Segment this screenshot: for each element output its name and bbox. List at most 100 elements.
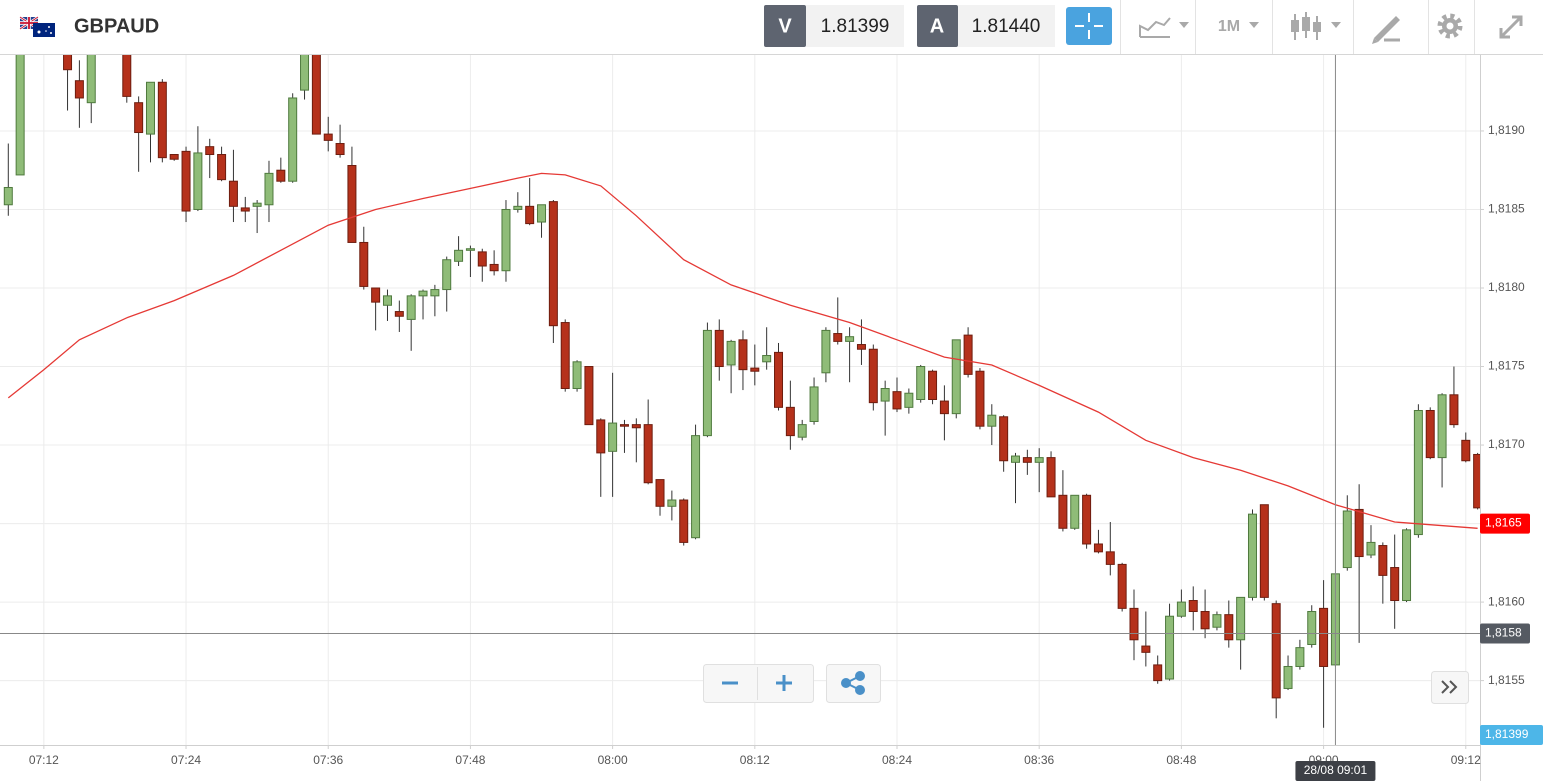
bid-box[interactable]	[806, 5, 904, 47]
candle-body	[1165, 615, 1175, 680]
zoom-controls	[703, 664, 1469, 704]
crosshair-button[interactable]	[1066, 7, 1112, 45]
candle-body	[252, 202, 262, 207]
plot	[3, 55, 1480, 728]
candle-body	[726, 340, 736, 366]
x-tick-label: 08:36	[1024, 753, 1054, 767]
x-tick-label: 07:48	[455, 753, 485, 767]
candle-body	[1105, 551, 1115, 565]
candle-body	[1046, 457, 1056, 498]
scroll-latest-button[interactable]	[1431, 671, 1469, 704]
candle-body	[1141, 645, 1151, 653]
candle-body	[134, 102, 144, 134]
candle-body	[1283, 665, 1293, 689]
candle-body	[1011, 455, 1021, 463]
candle-body	[1236, 596, 1246, 641]
candle-body	[1117, 563, 1127, 609]
candle-body	[169, 154, 179, 160]
candle-style-button[interactable]	[1291, 12, 1341, 40]
ask-box[interactable]	[958, 5, 1055, 47]
ask-label: A	[930, 15, 944, 37]
candle-body	[1473, 453, 1480, 509]
candle-body	[323, 133, 333, 141]
candle-body	[1188, 600, 1198, 613]
drawing-tools-button[interactable]	[1372, 16, 1400, 44]
candle-body	[86, 55, 96, 104]
candle-body	[892, 391, 902, 410]
candle-body	[774, 351, 784, 408]
candle-body	[1070, 494, 1080, 529]
candle-body	[608, 422, 618, 452]
candle-body	[904, 392, 914, 408]
ask-button[interactable]	[917, 5, 958, 47]
candle-body	[1354, 508, 1364, 558]
settings-button[interactable]	[1437, 13, 1463, 39]
x-tick-label: 08:12	[740, 753, 770, 767]
candle-body	[465, 248, 475, 251]
share-icon	[841, 671, 865, 695]
candle-body	[1200, 611, 1210, 630]
flag-icon	[19, 15, 55, 37]
candle-body	[785, 406, 795, 437]
axes: 1,8155 1,8160 1,8165 1,8170 1,8175 1,8180 1,81…	[0, 54, 1525, 781]
candle-body	[1022, 457, 1032, 463]
candle-body	[679, 499, 689, 543]
candle-body	[809, 386, 819, 422]
candle-body	[359, 241, 369, 287]
ma-price-label: 1,8165	[1485, 516, 1522, 530]
timeframe-button[interactable]: 1M	[1218, 18, 1259, 35]
candle-body	[537, 204, 547, 223]
candle-body	[1449, 394, 1459, 426]
x-tick-label: 08:48	[1166, 753, 1196, 767]
x-tick-label: 09:12	[1451, 753, 1481, 767]
candle-body	[1307, 611, 1317, 645]
x-tick-label: 07:36	[313, 753, 343, 767]
chart-type-button[interactable]	[1139, 17, 1189, 38]
candle-body	[394, 311, 404, 317]
crosshair-x-label-bg	[1295, 761, 1376, 781]
candle-body	[406, 295, 416, 320]
candle-body	[548, 201, 558, 327]
x-tick-label: 08:00	[598, 753, 628, 767]
candle-body	[1247, 513, 1257, 598]
candle-body	[181, 150, 191, 212]
fullscreen-button[interactable]	[1499, 15, 1523, 39]
candle-body	[300, 55, 310, 91]
candle-body	[501, 208, 511, 272]
symbol: GBPAUD	[74, 15, 159, 37]
candle-body	[63, 55, 73, 71]
candle-body	[738, 339, 748, 371]
candle-body	[240, 207, 250, 212]
ma-price-tag	[1480, 513, 1530, 534]
candle-body	[667, 499, 677, 507]
candle-body	[418, 290, 428, 297]
candle-body	[157, 81, 167, 159]
overlay: 28/08 09:01 1,8158 1,8165 1,81399	[0, 54, 1543, 781]
candle-body	[1319, 607, 1329, 667]
candle-body	[821, 329, 831, 374]
candle-body	[868, 348, 878, 404]
candle-body	[1271, 603, 1281, 699]
zoom-in-button[interactable]	[776, 675, 792, 691]
candle-body	[880, 388, 890, 402]
candle-body	[1390, 567, 1400, 602]
candle-body	[1366, 541, 1376, 556]
bid-button[interactable]	[764, 5, 806, 47]
candle-body	[856, 344, 866, 350]
candle-body	[1342, 510, 1352, 569]
candle-body	[643, 424, 653, 484]
candle-body	[702, 329, 712, 437]
candle-body	[797, 424, 807, 438]
y-tick-label: 1,8170	[1488, 437, 1525, 451]
candle-body	[631, 424, 641, 429]
share-button[interactable]	[826, 664, 881, 703]
candle-body	[122, 55, 132, 97]
y-tick-label: 1,8175	[1488, 359, 1525, 373]
candle-body	[572, 361, 582, 390]
candle-body	[3, 186, 13, 206]
candle-body	[74, 80, 84, 99]
candle-body	[1224, 614, 1234, 641]
candle-body	[963, 334, 973, 375]
